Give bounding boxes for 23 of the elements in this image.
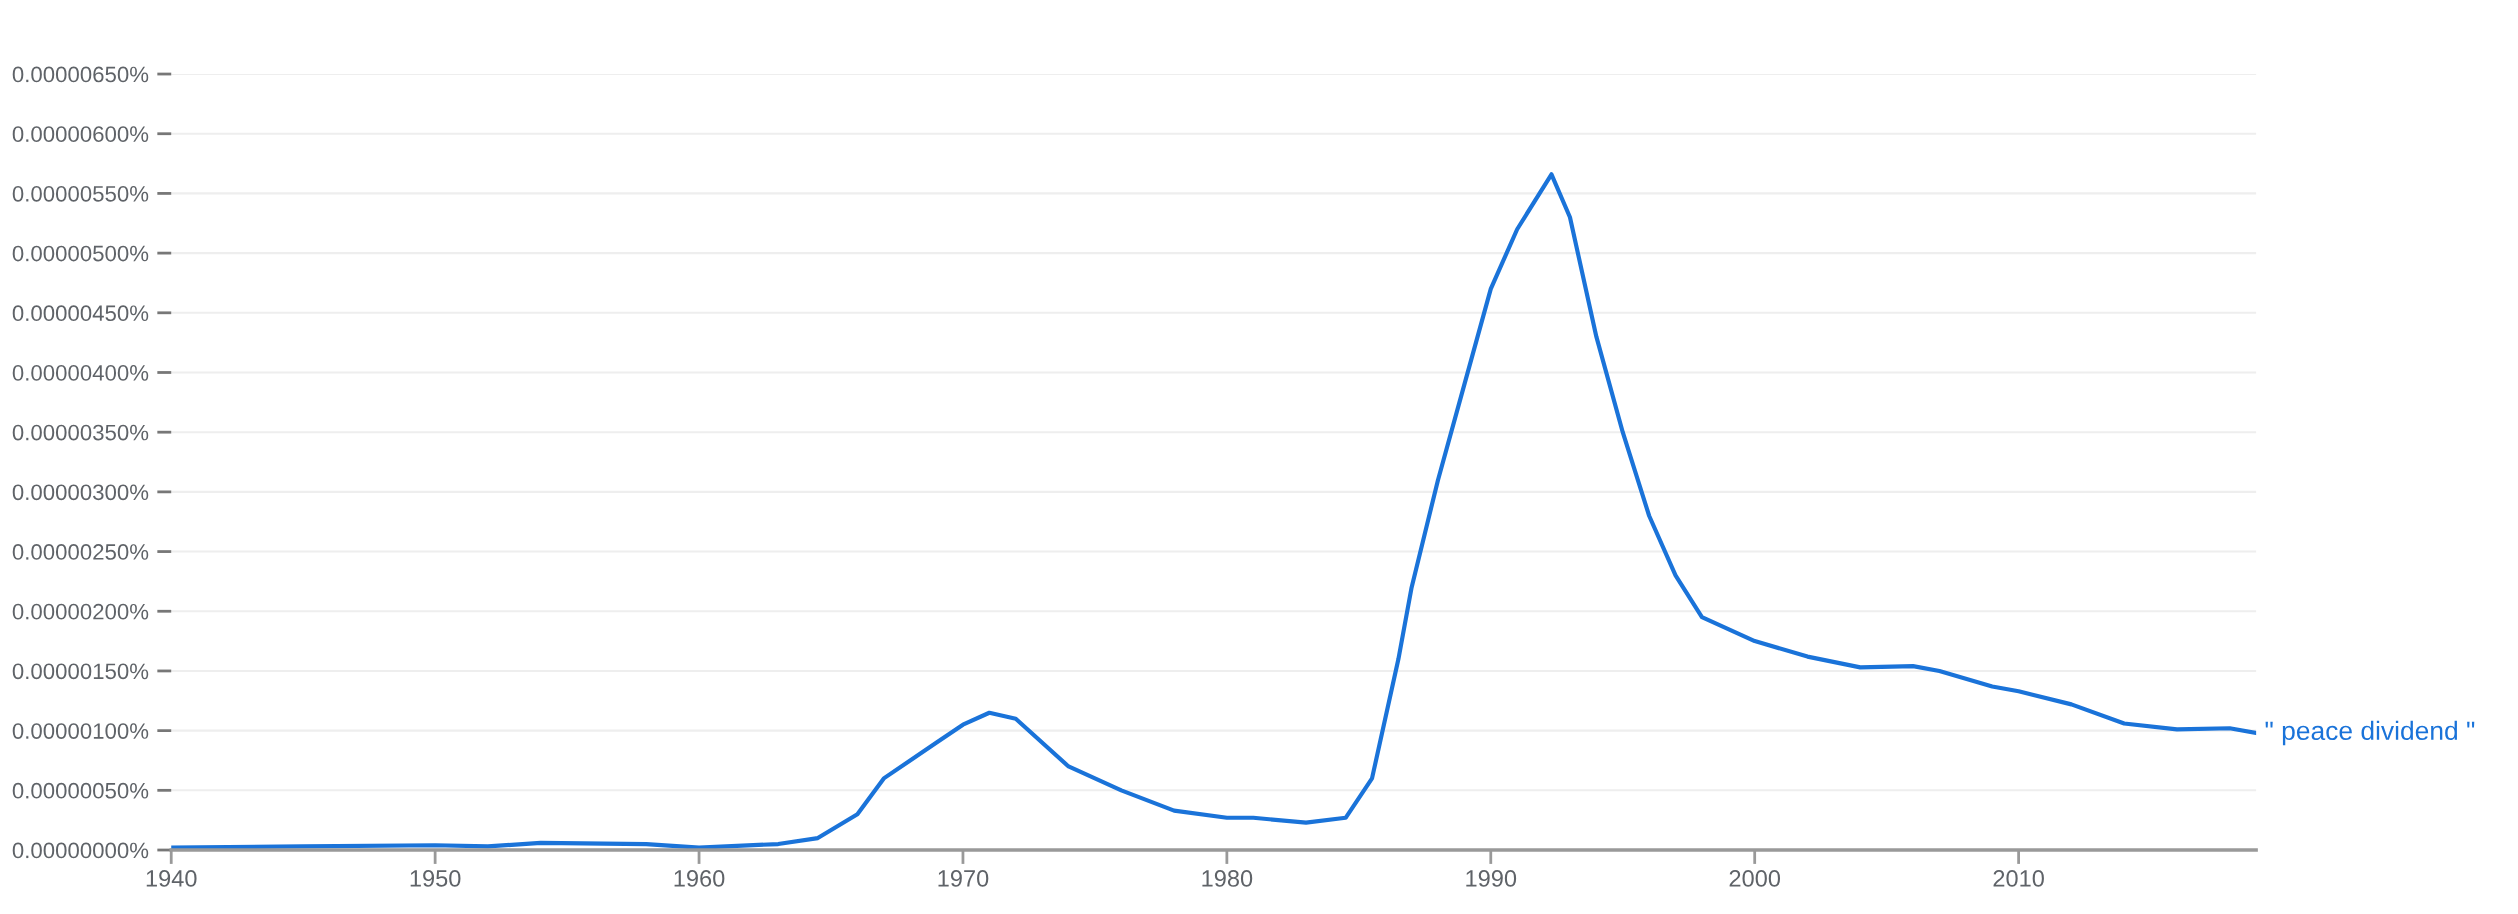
y-tick-label: 0.00000550% [12, 185, 149, 202]
y-tick-label: 0.00000250% [12, 544, 149, 560]
y-tick-label: 0.00000350% [12, 424, 149, 441]
y-tick-label: 0.00000650% [12, 66, 149, 83]
y-tick-label: 0.00000450% [12, 305, 149, 322]
y-tick-label: 0.00000200% [12, 603, 149, 620]
y-tick-label: 0.00000400% [12, 365, 149, 381]
y-tick-label: 0.00000600% [12, 126, 149, 142]
x-tick-label: 1970 [938, 870, 989, 887]
y-tick-label: 0.00000100% [12, 723, 149, 739]
x-tick-label: 1940 [146, 870, 197, 887]
y-tick-label: 0.00000150% [12, 663, 149, 680]
x-tick-label: 1960 [674, 870, 725, 887]
x-tick-label: 1990 [1466, 870, 1517, 887]
y-tick-label: 0.00000500% [12, 245, 149, 262]
y-tick-label: 0.00000000% [12, 842, 149, 859]
x-tick-label: 2000 [1729, 870, 1781, 887]
y-tick-label: 0.00000050% [12, 782, 149, 799]
x-tick-label: 2010 [1993, 870, 2044, 887]
y-tick-label: 0.00000300% [12, 484, 149, 501]
series-label: " peace dividend " [2265, 720, 2475, 746]
x-tick-label: 1950 [410, 870, 461, 887]
x-tick-label: 1980 [1202, 870, 1253, 887]
